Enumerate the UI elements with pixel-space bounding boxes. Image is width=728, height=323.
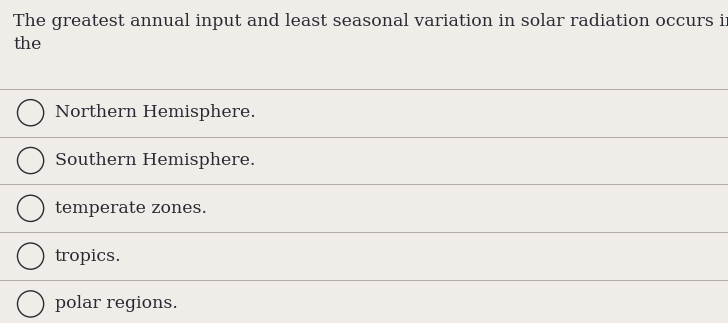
- Text: tropics.: tropics.: [55, 248, 122, 265]
- Text: polar regions.: polar regions.: [55, 296, 178, 312]
- Text: temperate zones.: temperate zones.: [55, 200, 207, 217]
- Text: Southern Hemisphere.: Southern Hemisphere.: [55, 152, 255, 169]
- Text: The greatest annual input and least seasonal variation in solar radiation occurs: The greatest annual input and least seas…: [13, 13, 728, 53]
- Text: Northern Hemisphere.: Northern Hemisphere.: [55, 104, 256, 121]
